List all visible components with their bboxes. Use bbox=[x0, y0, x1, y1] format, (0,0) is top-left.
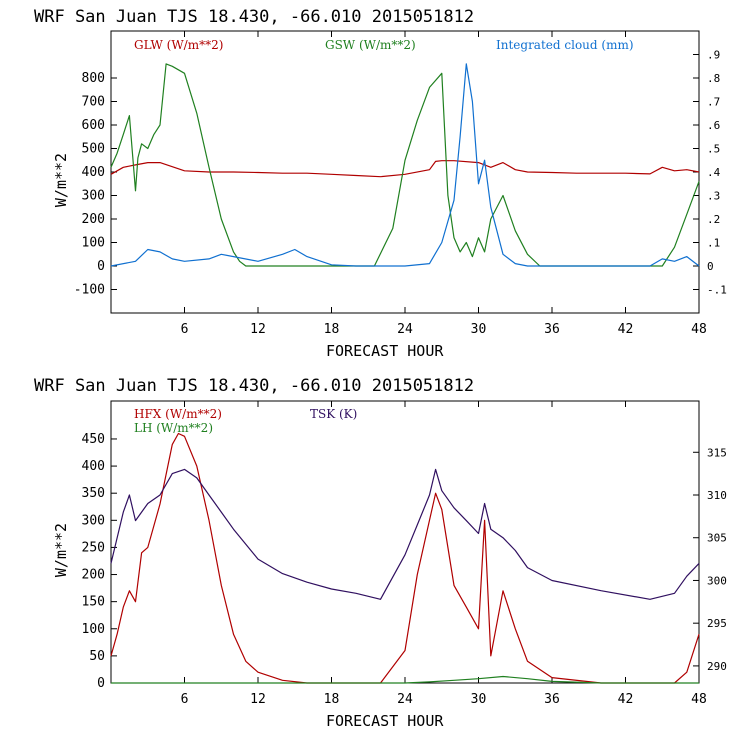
y-tick-label: 700 bbox=[82, 95, 105, 110]
y2-tick-label: 305 bbox=[707, 532, 727, 545]
x-tick-label: 18 bbox=[324, 692, 340, 707]
series-line-glw bbox=[110, 160, 700, 178]
x-tick-label: 36 bbox=[544, 692, 560, 707]
y-tick-label: 200 bbox=[82, 212, 105, 227]
y2-tick-label: 315 bbox=[707, 446, 727, 459]
y2-tick-label: 310 bbox=[707, 489, 727, 502]
y-tick-label: 800 bbox=[82, 71, 105, 86]
y-tick-label: 150 bbox=[82, 595, 105, 610]
y-tick-label: 100 bbox=[82, 236, 105, 251]
y-tick-label: 350 bbox=[82, 486, 105, 501]
y-tick-label: 0 bbox=[97, 676, 105, 691]
legend-lh: LH (W/m**2) bbox=[134, 421, 213, 435]
x-tick-label: 42 bbox=[618, 692, 634, 707]
chart-bottom-title: WRF San Juan TJS 18.430, -66.010 2015051… bbox=[34, 376, 474, 396]
y-tick-label: 300 bbox=[82, 189, 105, 204]
y2-tick-label: .7 bbox=[707, 96, 720, 109]
legend-gsw: GSW (W/m**2) bbox=[325, 38, 416, 52]
x-tick-label: 30 bbox=[471, 322, 487, 337]
x-tick-label: 12 bbox=[250, 322, 266, 337]
x-tick-label: 18 bbox=[324, 322, 340, 337]
y-tick-label: 0 bbox=[97, 259, 105, 274]
series-line-integrated bbox=[110, 63, 700, 267]
chart-bottom: WRF San Juan TJS 18.430, -66.010 2015051… bbox=[34, 376, 727, 730]
series-line-lh bbox=[111, 675, 699, 684]
x-tick-label: 36 bbox=[544, 322, 560, 337]
chart-bottom-ylabel: W/m**2 bbox=[52, 523, 70, 577]
chart-top-ylabel: W/m**2 bbox=[52, 153, 70, 207]
y2-tick-label: .4 bbox=[707, 166, 721, 179]
chart-top: WRF San Juan TJS 18.430, -66.010 2015051… bbox=[34, 7, 727, 360]
y-tick-label: 600 bbox=[82, 118, 105, 133]
y-tick-label: 300 bbox=[82, 513, 105, 528]
y2-tick-label: .3 bbox=[707, 190, 720, 203]
chart-top-title: WRF San Juan TJS 18.430, -66.010 2015051… bbox=[34, 7, 474, 27]
x-tick-label: 48 bbox=[691, 692, 707, 707]
x-tick-label: 24 bbox=[397, 322, 413, 337]
series-line-tsk bbox=[110, 468, 700, 600]
x-tick-label: 6 bbox=[181, 322, 189, 337]
y2-tick-label: .2 bbox=[707, 213, 720, 226]
y2-tick-label: .8 bbox=[707, 72, 720, 85]
y2-tick-label: .6 bbox=[707, 119, 720, 132]
series-line-hfx bbox=[110, 432, 700, 684]
legend-hfx: HFX (W/m**2) bbox=[134, 407, 222, 421]
y-tick-label: 250 bbox=[82, 540, 105, 555]
y2-tick-label: 290 bbox=[707, 660, 727, 673]
chart-bottom-xlabel: FORECAST HOUR bbox=[326, 712, 444, 730]
y-tick-label: 500 bbox=[82, 142, 105, 157]
y2-tick-label: 0 bbox=[707, 260, 714, 273]
y2-tick-label: -.1 bbox=[707, 284, 727, 297]
y-tick-label: 50 bbox=[89, 649, 105, 664]
y-tick-label: -100 bbox=[74, 283, 105, 298]
x-tick-label: 12 bbox=[250, 692, 266, 707]
x-tick-label: 24 bbox=[397, 692, 413, 707]
y-tick-label: 400 bbox=[82, 165, 105, 180]
y2-tick-label: 300 bbox=[707, 574, 727, 587]
x-tick-label: 30 bbox=[471, 692, 487, 707]
y-tick-label: 200 bbox=[82, 568, 105, 583]
y2-tick-label: .1 bbox=[707, 237, 720, 250]
y2-tick-label: .5 bbox=[707, 143, 720, 156]
y-tick-label: 450 bbox=[82, 432, 105, 447]
series-line-gsw bbox=[110, 63, 700, 267]
x-tick-label: 6 bbox=[181, 692, 189, 707]
y2-tick-label: 295 bbox=[707, 617, 727, 630]
y-tick-label: 400 bbox=[82, 459, 105, 474]
y2-tick-label: .9 bbox=[707, 49, 720, 62]
chart-bottom-frame bbox=[110, 400, 700, 684]
legend-tsk: TSK (K) bbox=[310, 407, 357, 421]
legend-cloud: Integrated cloud (mm) bbox=[496, 38, 634, 52]
y-tick-label: 100 bbox=[82, 622, 105, 637]
legend-glw: GLW (W/m**2) bbox=[134, 38, 223, 52]
x-tick-label: 48 bbox=[691, 322, 707, 337]
chart-top-xlabel: FORECAST HOUR bbox=[326, 342, 444, 360]
x-tick-label: 42 bbox=[618, 322, 634, 337]
